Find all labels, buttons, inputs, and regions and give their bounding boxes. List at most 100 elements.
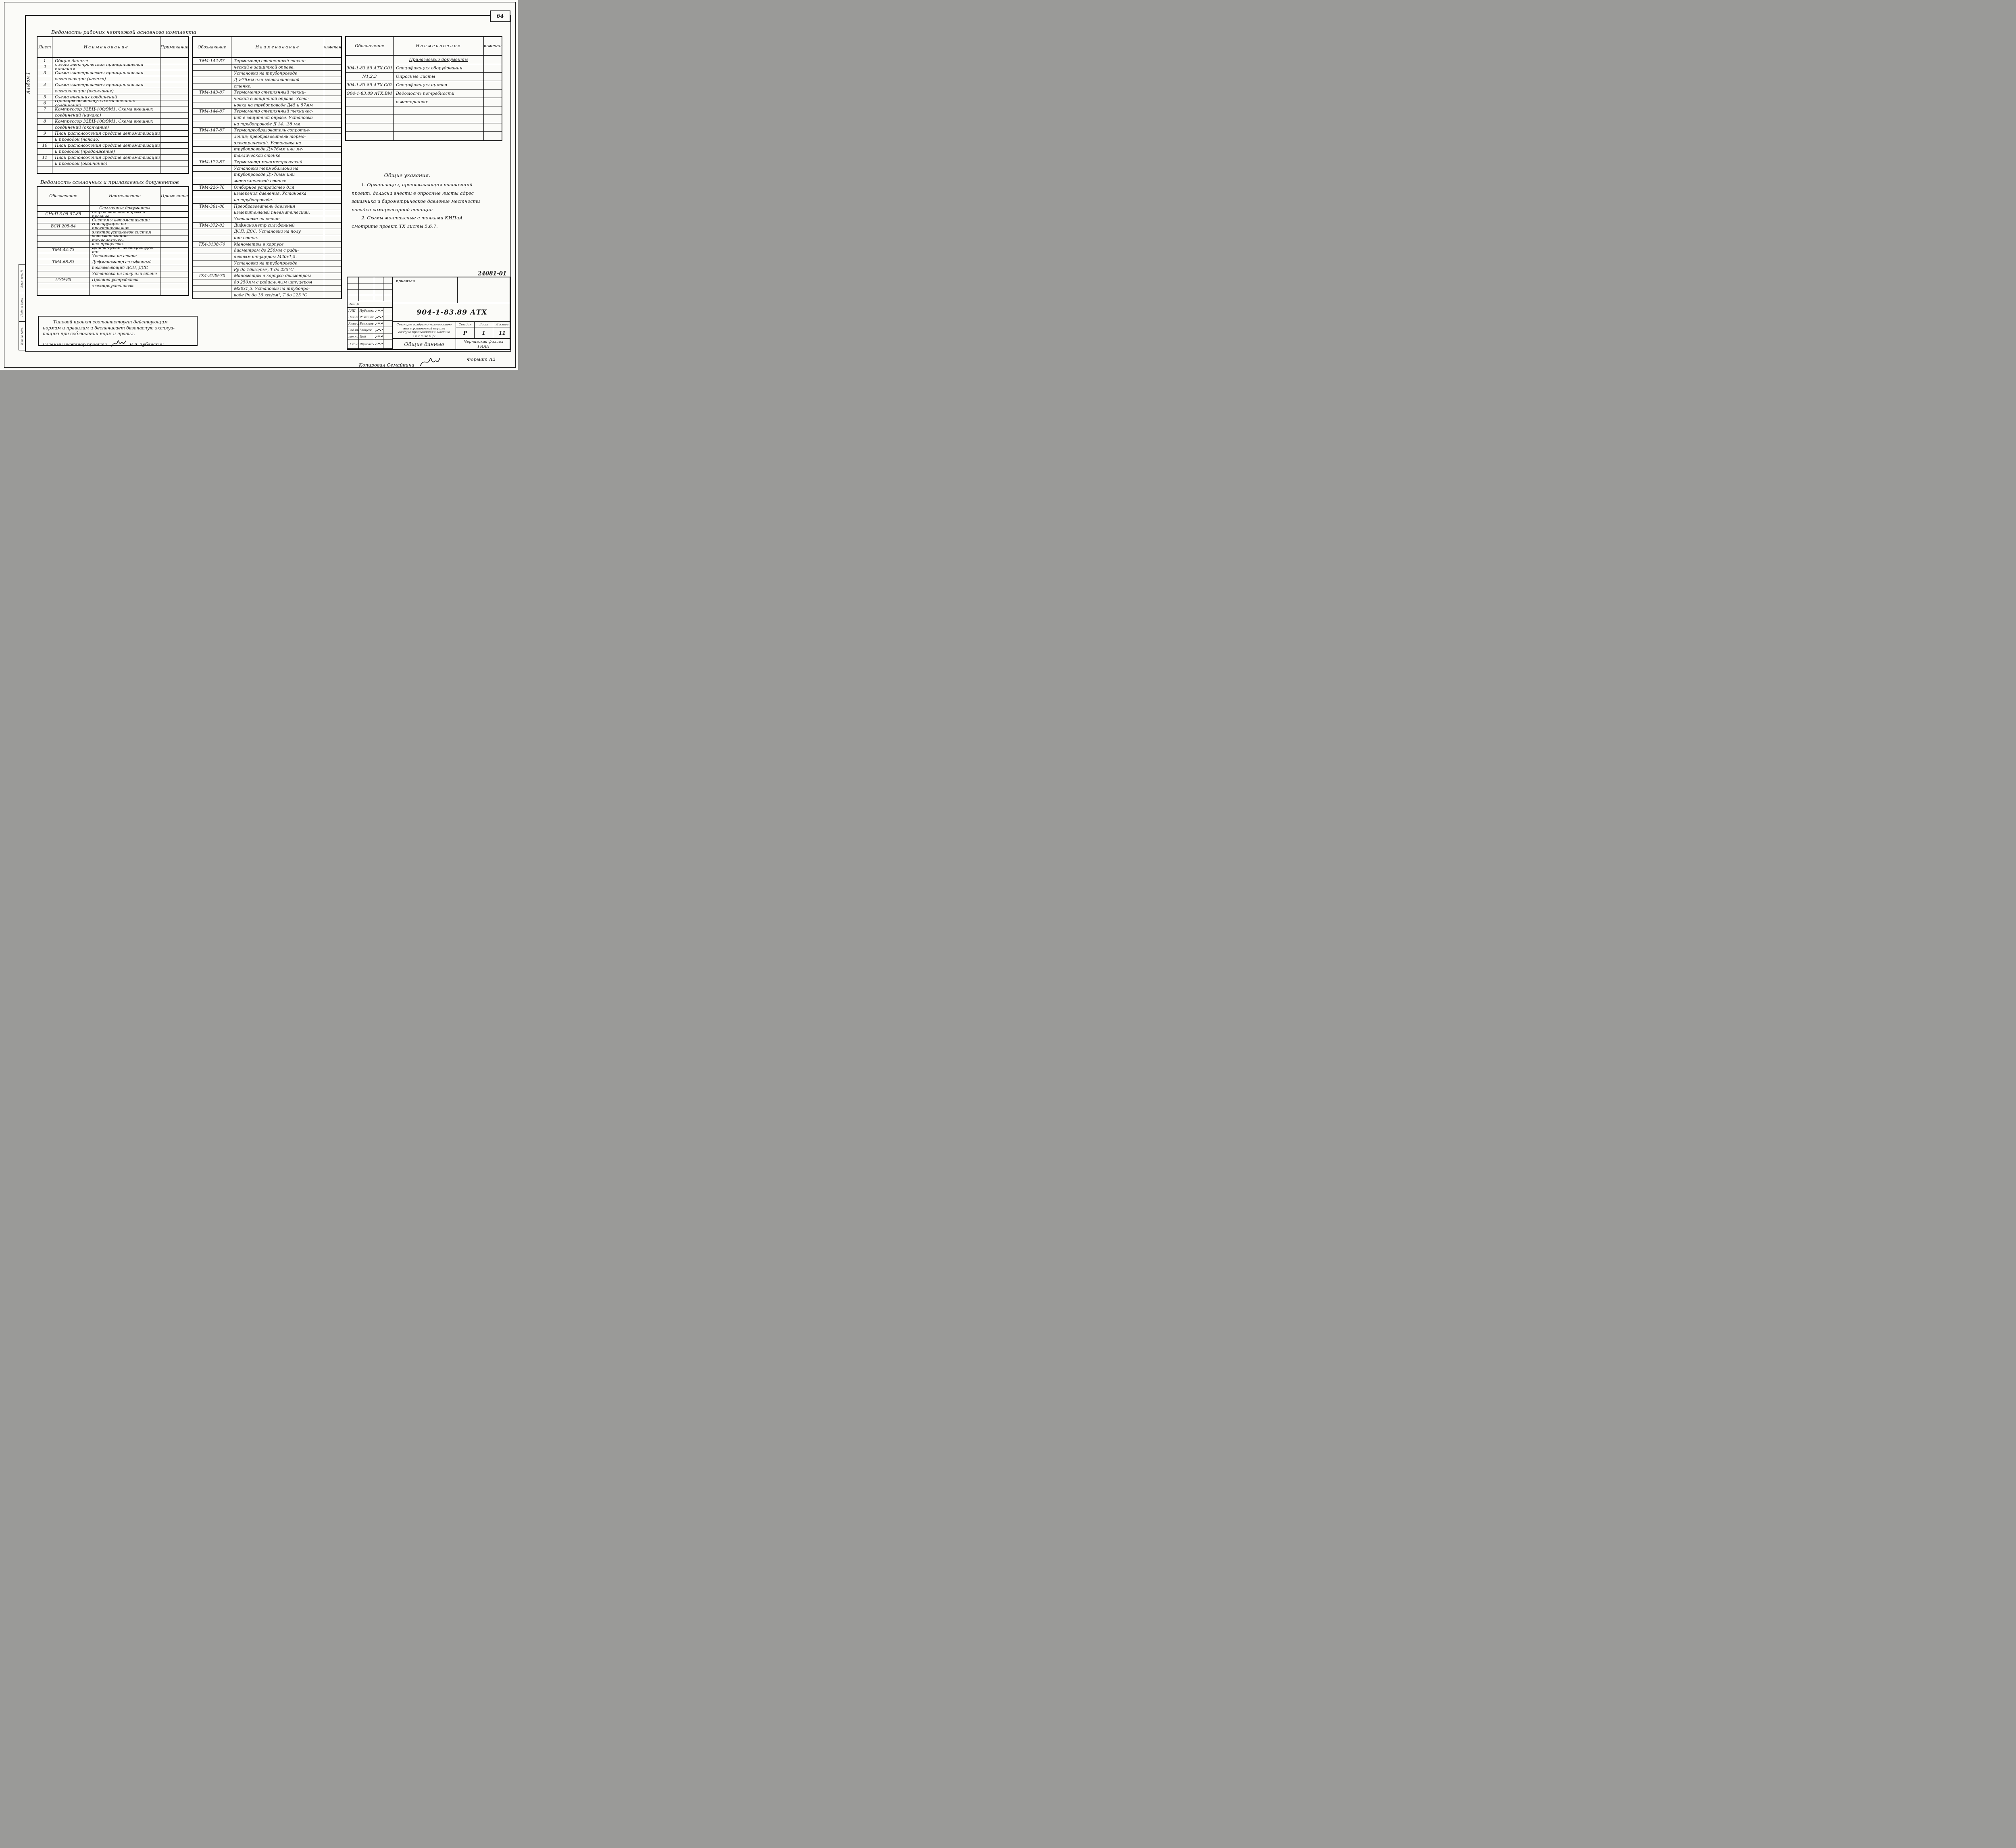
table-cell-code: [193, 229, 231, 235]
table-cell-name: Приборы по месту. Схема внешних соединен…: [52, 100, 160, 106]
table-cell-code: [346, 123, 394, 131]
table-cell-code: [193, 77, 231, 83]
table-cell-name: Инструкция по проектированию: [90, 223, 160, 229]
project-title-line: 14,2 тыс.м³/ч: [413, 334, 435, 338]
table-cell-code: [193, 216, 231, 222]
table-cell-name: сигнализации (начало): [52, 76, 160, 82]
table-cell-name: [52, 167, 160, 173]
table-cell-name: План расположения средств автоматизации: [52, 131, 160, 136]
table-cell-note: [324, 216, 341, 222]
table-row: показывающий ДСП, ДСС: [37, 265, 188, 271]
table-cell-code: ТМ4-44-73: [37, 247, 90, 253]
table-cell-name: Схема электрическая принципиальная: [52, 70, 160, 76]
column-header: Лист: [37, 37, 52, 57]
signature-icon: [111, 340, 126, 347]
table-cell-note: [324, 134, 341, 140]
table-cell-note: [484, 90, 502, 98]
table-cell-name: металлической стенке.: [231, 178, 324, 184]
signer-signature: [374, 333, 383, 340]
table-cell-note: [160, 167, 188, 173]
approval-line: тацию при соблюдении норм и правил.: [43, 331, 135, 336]
table-cell-code: [37, 289, 90, 295]
chief-engineer-name: Б.А.Лубенский: [129, 342, 164, 347]
table-cell-note: [484, 115, 502, 123]
table-cell-name: или стене.: [231, 235, 324, 241]
table-cell-note: [160, 161, 188, 167]
table-cell-code: [193, 83, 231, 90]
table-cell-code: [193, 96, 231, 102]
signer-signature: [374, 327, 383, 333]
table-cell-code: [193, 197, 231, 203]
table-cell-name: Установка термобаллона на: [231, 165, 324, 172]
table-cell-name: Спецификация щитов: [394, 81, 484, 89]
signature-icon: [375, 335, 383, 338]
table-cell-note: [324, 83, 341, 90]
table-cell-code: ТМ4-361-86: [193, 203, 231, 210]
table-cell-code: [37, 206, 90, 211]
chief-engineer-label: Главный инженер проекта: [43, 342, 107, 347]
table-cell-name: Установка на стене: [90, 253, 160, 259]
table-cell-note: [160, 235, 188, 241]
table-row: Прилагаемые документы: [346, 56, 502, 64]
table-row: N1,2,3 Опросные листы: [346, 73, 502, 81]
table-row: Установка на стене: [37, 253, 188, 260]
signer-role: техник: [348, 333, 359, 340]
reference-docs-title: Ведомость ссылочных и прилагаемых докуме…: [40, 179, 179, 185]
title-block-cell: [359, 277, 374, 283]
table-cell-name: соединений (начало): [52, 113, 160, 118]
signature-icon: [375, 316, 383, 319]
table-cell-name: новка на трубопроводе Д45 и 57мм: [231, 102, 324, 108]
table-cell-note: [160, 76, 188, 82]
table-row: Установка на трубопроводе: [193, 71, 341, 77]
table-cell-code: 5: [37, 94, 52, 100]
table-row: ТМ4-44-73 Датчик реле температуры тр.: [37, 247, 188, 254]
table-cell-code: [193, 165, 231, 172]
table-cell-code: 3: [37, 70, 52, 76]
table-cell-note: [324, 71, 341, 77]
table-cell-name: сигнализации (окончание): [52, 88, 160, 94]
table-row: ТМ4-361-86 Преобразователь давления: [193, 203, 341, 210]
margin-label-inv-podl: Инв. № подл.: [19, 321, 25, 350]
table-cell-name: стенке.: [231, 83, 324, 90]
table-row: таллической стенке: [193, 153, 341, 159]
table-cell-note: [324, 178, 341, 184]
signer-signature: [374, 321, 383, 327]
table-cell-note: [160, 100, 188, 106]
table-cell-name: кий в защитной оправе. Установка: [231, 115, 324, 121]
table-cell-code: [193, 146, 231, 153]
table-row: 4 Схема электрическая принципиальная: [37, 82, 188, 88]
table-row: или стене.: [193, 235, 341, 242]
table-cell-note: [324, 223, 341, 229]
copied-by: Копировал Семайкина: [359, 356, 441, 368]
table-row: на трубопроводе Д 14...38 мм.: [193, 121, 341, 128]
table-row: ТМ4-143-87 Термометр стеклянный техни-: [193, 90, 341, 96]
signer-name: Зайцева: [359, 327, 374, 333]
table-cell-code: [37, 271, 90, 277]
approval-line: Типовой проект соответствует действующим: [53, 319, 168, 325]
table-cell-code: ТМ4-147-87: [193, 127, 231, 134]
sheet-frame: [25, 15, 511, 352]
table-cell-code: [37, 161, 52, 167]
table-row: 904-1-83.89 АТХ.С01 Спецификация оборудов…: [346, 64, 502, 73]
table-cell-code: [37, 229, 90, 235]
table-cell-name: измерения давления. Установка: [231, 191, 324, 197]
table-cell-note: [324, 191, 341, 197]
table-cell-name: Термометр стеклянный техни-: [231, 58, 324, 64]
table-cell-name: Термопреобразователь сопротив-: [231, 127, 324, 134]
note-line: заказчика и барометрическое давление мес…: [352, 199, 480, 204]
signer-name: Лубенский: [359, 308, 374, 314]
note-line: проект, должна внести в опросные листы а…: [352, 190, 474, 196]
approval-note-box: Типовой проект соответствует действующим…: [38, 316, 198, 347]
table-cell-name: Спецификация оборудования: [394, 64, 484, 72]
table-cell-name: на трубопроводе.: [231, 197, 324, 203]
installation-typicals-table: ОбозначениеНаименованиеПримечаниеТМ4-142…: [192, 36, 342, 300]
table-cell-name: Общие данные: [52, 58, 160, 64]
table-cell-note: [324, 242, 341, 248]
table-cell-code: [193, 285, 231, 292]
table-cell-note: [160, 283, 188, 289]
signer-role: ГИП: [348, 308, 359, 314]
table-row: 1 Общие данные: [37, 58, 188, 64]
table-cell-code: [346, 115, 394, 123]
table-row: Ру до 16кгс/см², Т до 225°С: [193, 267, 341, 273]
